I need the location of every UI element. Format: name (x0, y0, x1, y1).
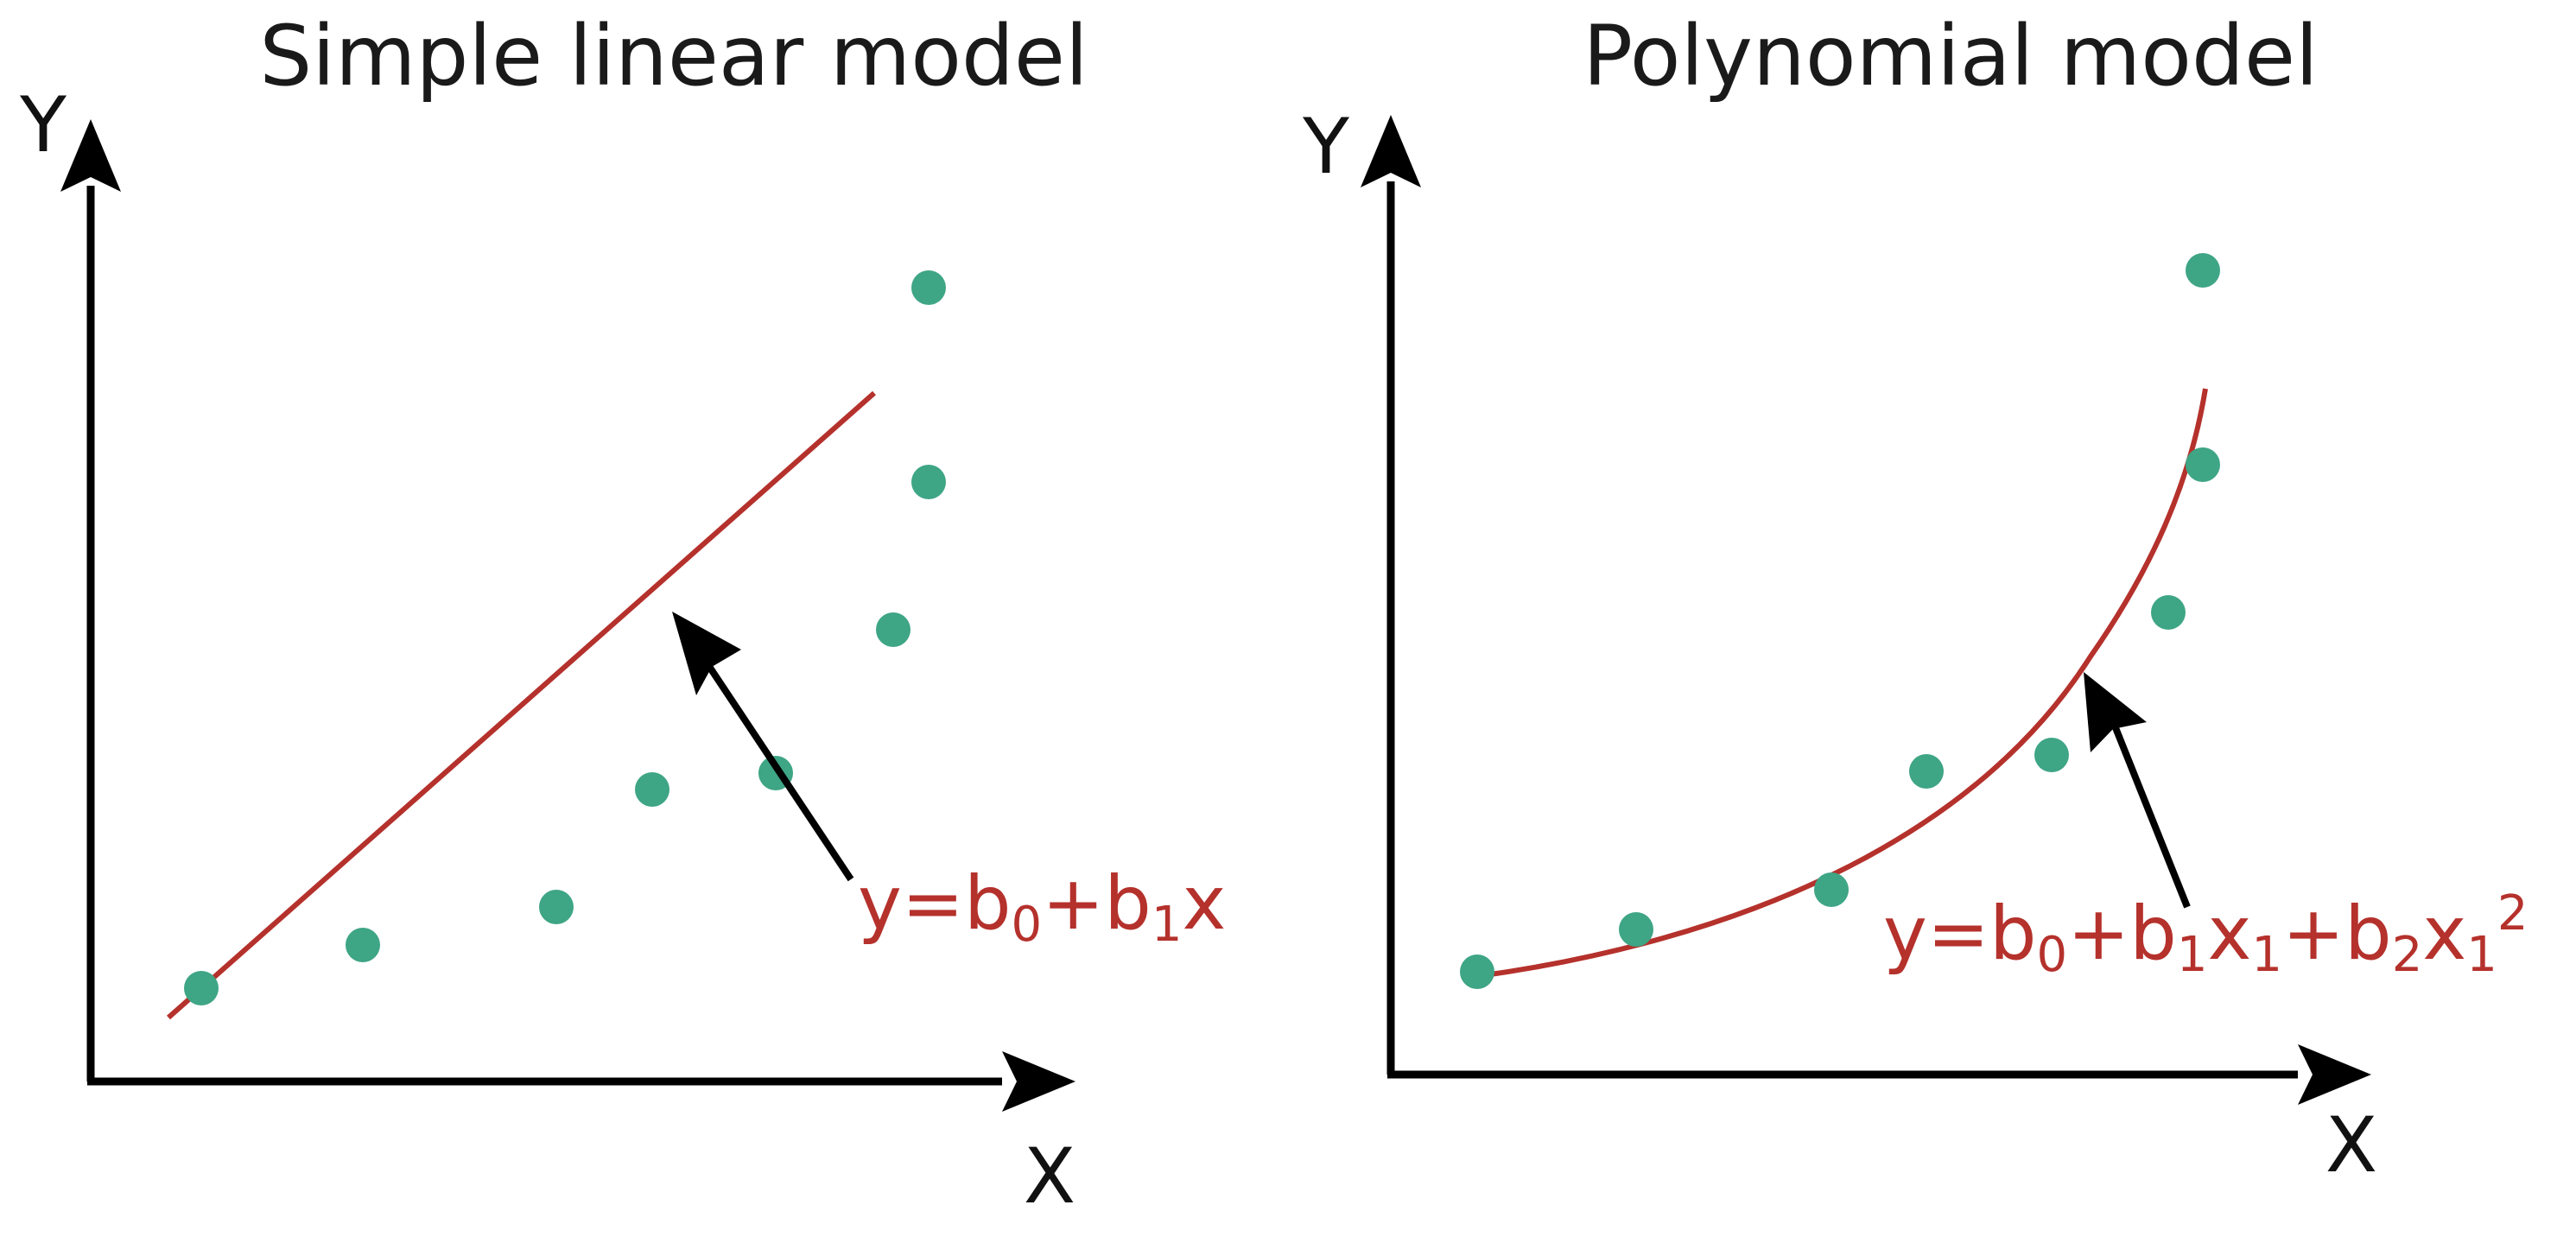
equation-term: +b (1042, 860, 1152, 947)
equation-subscript: 1 (2177, 927, 2208, 983)
linear-fit-line (167, 390, 876, 1020)
linear-data-point (911, 270, 946, 305)
equation-subscript: 0 (2037, 927, 2068, 983)
polynomial-data-point (2186, 447, 2220, 482)
polynomial-pointer-arrowhead (2084, 672, 2147, 752)
linear-data-point (635, 772, 669, 807)
polynomial-model-title: Polynomial model (1583, 8, 2318, 105)
linear-model-title: Simple linear model (259, 8, 1088, 105)
linear-pointer-arrow (705, 663, 854, 882)
polynomial-data-point (2151, 595, 2186, 630)
equation-term: +b (2067, 891, 2177, 977)
linear-x-axis-label: X (1024, 1132, 1075, 1221)
equation-term: x (1182, 860, 1226, 947)
polynomial-data-point (1619, 912, 1653, 947)
polynomial-data-point (1814, 872, 1849, 907)
polynomial-model-panel: Polynomial model Y X y=b0+b1x1+b2x12 (1302, 8, 2528, 1189)
linear-equation: y=b0+b1x (858, 860, 1226, 953)
equation-term: y=b (1883, 891, 2037, 977)
equation-subscript: 0 (1012, 897, 1043, 953)
linear-pointer-arrowhead (672, 612, 741, 695)
equation-term: +b (2282, 891, 2392, 977)
linear-data-point (184, 971, 219, 1005)
linear-y-axis-arrowhead (60, 119, 121, 192)
equation-term: x (2207, 891, 2251, 977)
equation-term: x (2422, 891, 2466, 977)
linear-data-point (911, 465, 946, 499)
polynomial-fit-curve (1478, 388, 2208, 979)
equation-term: y=b (858, 860, 1012, 947)
polynomial-data-point (2186, 253, 2220, 288)
linear-x-axis-arrowhead (1002, 1051, 1075, 1112)
linear-model-panel: Simple linear model Y X y=b0+b1x (19, 8, 1226, 1221)
linear-data-point (346, 928, 380, 962)
linear-data-point (539, 890, 574, 924)
equation-subscript: 1 (2251, 927, 2282, 983)
polynomial-y-axis-arrowhead (1361, 115, 1421, 187)
equation-subscript: 1 (2466, 927, 2497, 983)
polynomial-data-point (1909, 754, 1944, 789)
polynomial-x-axis-arrowhead (2298, 1044, 2371, 1105)
polynomial-data-point (2034, 738, 2069, 772)
equation-superscript: 2 (2497, 885, 2528, 942)
linear-data-point (876, 612, 910, 647)
polynomial-y-axis-label: Y (1302, 102, 1349, 191)
linear-y-axis-label: Y (19, 80, 67, 169)
polynomial-pointer-arrow (2108, 715, 2191, 909)
equation-subscript: 2 (2392, 927, 2423, 983)
polynomial-equation: y=b0+b1x1+b2x12 (1883, 885, 2528, 983)
equation-subscript: 1 (1152, 897, 1183, 953)
polynomial-data-point (1460, 954, 1494, 989)
polynomial-x-axis-label: X (2325, 1100, 2377, 1189)
